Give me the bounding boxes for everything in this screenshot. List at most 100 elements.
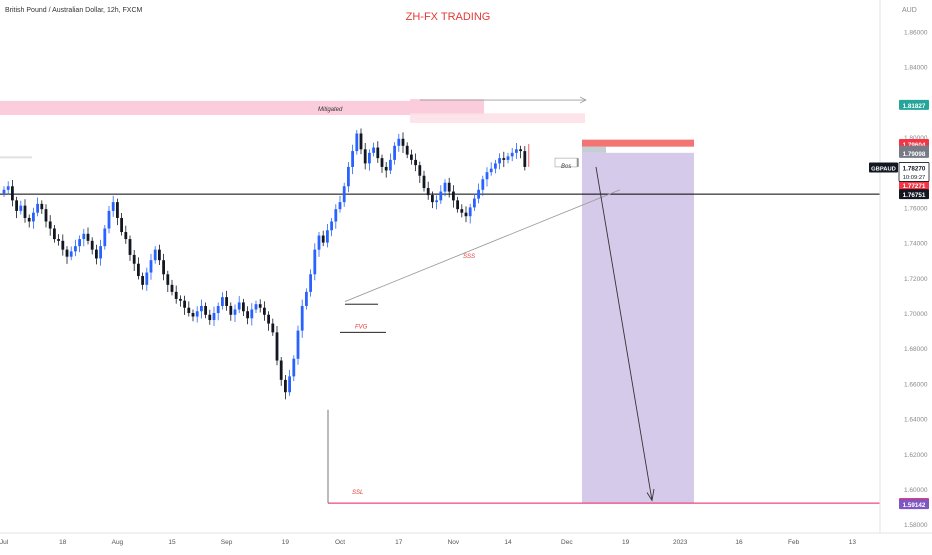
candle-body [330, 221, 333, 231]
time-tick-label: Oct [335, 539, 345, 546]
time-axis: Jul 18 Aug 15 Sep 19 Oct 17 Nov 14 Dec 19 2023 16 Feb 1… [0, 532, 932, 546]
candle-body [233, 309, 237, 315]
price-tick-label: 1.66000 [904, 381, 928, 388]
candle-body [380, 158, 384, 167]
candle-body [435, 200, 438, 203]
candle-body [279, 360, 283, 380]
time-tick-label: Dec [561, 539, 573, 546]
candle-body [359, 133, 363, 150]
candle-body [191, 313, 195, 317]
candle-body [145, 272, 149, 285]
candle-body [242, 302, 245, 312]
candle-body [418, 165, 422, 176]
candle-body [107, 210, 111, 229]
candle-body [229, 305, 233, 315]
time-tick-label: Jul [0, 539, 9, 546]
candle-body [519, 149, 522, 152]
candle-body [393, 145, 396, 160]
price-tick-label: 1.86000 [904, 29, 928, 36]
candle-body [208, 314, 212, 321]
candle-body [11, 186, 14, 201]
price-tick-label: 1.60000 [904, 487, 928, 494]
candle-body [166, 274, 170, 285]
zone-sell-stop [582, 139, 694, 147]
price-axis: 1.860001.840001.820001.800001.780001.760… [879, 0, 928, 533]
candle-body [19, 205, 23, 211]
candle-body [65, 249, 69, 257]
candle-body [401, 138, 405, 146]
candle-body [111, 202, 115, 211]
candle-body [414, 159, 417, 166]
watermark-title: ZH-FX TRADING [406, 11, 491, 23]
currency-label: AUD [902, 7, 917, 14]
price-tag-text: 1.76751 [903, 192, 926, 199]
candle-body [132, 254, 136, 264]
candle-body [347, 166, 350, 187]
candle-body [32, 212, 35, 222]
candle-body [48, 221, 52, 229]
candle-body [69, 251, 73, 257]
candle-body [271, 323, 275, 333]
candle-body [292, 358, 296, 377]
candle-body [515, 149, 518, 153]
price-tick-label: 1.84000 [904, 65, 928, 72]
candle-body [305, 291, 308, 306]
current-price-tag [898, 162, 930, 182]
label-fvg: FVG [355, 324, 368, 330]
candle-body [221, 297, 224, 306]
candle-body [86, 233, 90, 241]
candle-body [174, 291, 178, 299]
symbol-description: British Pound / Australian Dollar, 12h, … [5, 7, 143, 14]
candle-body [426, 188, 430, 196]
candle-body [124, 232, 128, 240]
candle-body [460, 209, 464, 213]
candle-body [195, 311, 199, 317]
candle-body [342, 186, 346, 203]
price-tag-text: 1.81827 [903, 103, 926, 110]
candle-body [267, 314, 270, 324]
candle-body [456, 200, 459, 210]
candle-body [6, 186, 10, 190]
candle-body [116, 202, 119, 218]
price-tag [899, 189, 929, 200]
candle-body [153, 249, 157, 261]
candle-body [363, 149, 367, 164]
symbol-tag [869, 162, 898, 173]
candle-body [179, 298, 182, 301]
lines-layer [0, 158, 880, 504]
candle-body [137, 263, 140, 277]
candle-body [288, 376, 291, 393]
candle-body [216, 305, 220, 313]
arrow-head-top [579, 96, 587, 104]
candle-body [326, 230, 329, 243]
time-tick-label: 17 [395, 539, 403, 546]
candle-body [439, 191, 443, 201]
price-tag-text: 1.79098 [903, 151, 926, 158]
time-tick-label: Nov [448, 539, 460, 546]
candle-body [309, 274, 312, 292]
candle-body [397, 138, 401, 146]
candle-body [321, 235, 325, 243]
candle-body [494, 163, 497, 169]
candle-body [481, 179, 485, 190]
candle-body [246, 311, 249, 319]
candle-body [502, 158, 506, 160]
candle-body [431, 195, 434, 203]
price-tick-label: 1.80000 [904, 135, 928, 142]
time-tick-label: 19 [622, 539, 630, 546]
candle-body [44, 209, 48, 222]
candle-body [372, 147, 375, 153]
zone-projection [582, 152, 694, 504]
candle-body [212, 313, 216, 321]
candle-body [53, 228, 56, 240]
candle-body [254, 304, 258, 310]
candle-body [452, 191, 455, 201]
candle-body [120, 217, 123, 233]
price-labels-layer: 1.818271.796041.792261.790981.772711.767… [869, 99, 930, 510]
candle-body [275, 332, 279, 361]
candle-body [334, 209, 338, 222]
label-mitigated: Mitigated [318, 107, 343, 113]
price-tag-text: 1.79604 [903, 142, 926, 149]
